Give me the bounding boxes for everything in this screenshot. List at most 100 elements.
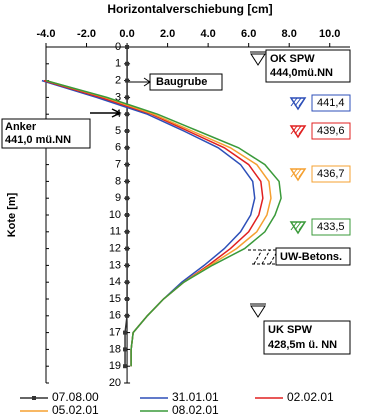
series-marker (125, 213, 130, 217)
series-marker (125, 196, 130, 201)
series-marker (123, 330, 128, 335)
y-tick-label: 18 (109, 343, 121, 355)
x-tick-label: -2.0 (77, 28, 96, 40)
series-line (124, 47, 128, 367)
y-tick-label: 20 (109, 377, 121, 389)
annotation: 436,7 (317, 168, 345, 180)
annotation-box (265, 49, 351, 83)
legend-label: 31.01.01 (172, 390, 219, 404)
annotation: 441,4 (317, 97, 345, 109)
hatch (290, 125, 298, 135)
y-tick-label: 9 (115, 192, 121, 204)
hatch (298, 125, 306, 135)
concrete-symbol (248, 249, 279, 265)
series-marker (125, 280, 130, 285)
annotation: UK SPW (268, 324, 313, 336)
arrow (90, 108, 122, 118)
hatch (294, 125, 302, 135)
level-symbol (250, 53, 266, 66)
series-marker (125, 129, 130, 133)
hatch (290, 168, 298, 178)
annotation: 441,0 mü.NN (5, 134, 71, 146)
series-marker (125, 162, 130, 167)
x-tick-label: 4.0 (200, 28, 215, 40)
y-tick-label: 7 (115, 159, 121, 171)
x-tick-label: 2.0 (160, 28, 175, 40)
annotation-box (311, 122, 351, 140)
annotation-box (1, 118, 91, 149)
y-tick-label: 14 (109, 276, 121, 288)
hatch (298, 221, 306, 231)
y-tick-label: 3 (115, 91, 121, 103)
hatch (298, 97, 306, 107)
hatch (294, 221, 302, 231)
annotation: 428,5m ü. NN (268, 339, 337, 351)
y-tick-label: 2 (115, 75, 121, 87)
level-symbol (289, 221, 307, 235)
series-marker (123, 347, 128, 352)
level-symbol (289, 97, 307, 111)
series-marker (125, 246, 130, 251)
annotation-box (311, 218, 351, 236)
x-tick-label: 10.0 (319, 28, 340, 40)
x-tick-label: 0.0 (119, 28, 134, 40)
series-marker (125, 313, 130, 318)
annotation: 433,5 (317, 221, 345, 233)
legend-label: 02.02.01 (287, 390, 334, 404)
series-marker (125, 45, 130, 49)
annotation-box (311, 94, 351, 112)
y-tick-label: 11 (110, 226, 121, 238)
series-marker (125, 78, 130, 83)
annotation-box (311, 165, 351, 183)
legend-swatch (32, 396, 36, 400)
hatch (290, 221, 298, 231)
series-marker (123, 364, 128, 369)
series-marker (125, 179, 130, 184)
level-symbol (250, 305, 266, 318)
legend-label: 08.02.01 (172, 403, 219, 416)
x-tick-label: -4.0 (37, 28, 56, 40)
annotation: Anker (5, 121, 37, 133)
legend-label: 07.08.00 (52, 390, 99, 404)
hatch (298, 168, 306, 178)
y-tick-label: 19 (109, 360, 121, 372)
x-tick-label: 8.0 (282, 28, 297, 40)
y-tick-label: 5 (115, 125, 121, 137)
series-marker (125, 297, 130, 301)
level-symbol (289, 125, 307, 139)
series-marker (125, 263, 130, 268)
hatch (294, 97, 302, 107)
annotation-box (275, 247, 351, 266)
series-marker (125, 112, 130, 117)
arrow (128, 77, 151, 87)
y-axis-label: Kote [m] (6, 192, 18, 237)
y-tick-label: 6 (115, 142, 121, 154)
series-marker (125, 61, 130, 66)
y-tick-label: 13 (109, 259, 121, 271)
x-tick-label: 6.0 (241, 28, 256, 40)
y-tick-label: 10 (109, 209, 121, 221)
y-tick-label: 12 (109, 243, 121, 255)
hatch (290, 97, 298, 107)
y-tick-label: 17 (109, 327, 121, 339)
chart-title: Horizontalverschiebung [cm] (107, 2, 272, 16)
annotation: OK SPW (270, 53, 315, 65)
series-line (45, 79, 282, 367)
series-marker (125, 229, 130, 234)
annotation-box (263, 320, 351, 355)
series-marker (125, 145, 130, 150)
y-tick-label: 1 (115, 58, 121, 70)
hatch (294, 168, 302, 178)
series-marker (125, 95, 130, 100)
y-tick-label: 0 (115, 41, 121, 53)
y-tick-label: 16 (109, 310, 121, 322)
annotation: UW-Betons. (280, 251, 342, 263)
y-tick-label: 15 (109, 293, 121, 305)
annotation: 439,6 (317, 125, 345, 137)
level-symbol (289, 168, 307, 182)
legend-label: 05.02.01 (52, 403, 99, 416)
annotation: 444,0mü.NN (270, 67, 333, 79)
annotation: Baugrube (156, 76, 207, 88)
y-tick-label: 8 (115, 175, 121, 187)
